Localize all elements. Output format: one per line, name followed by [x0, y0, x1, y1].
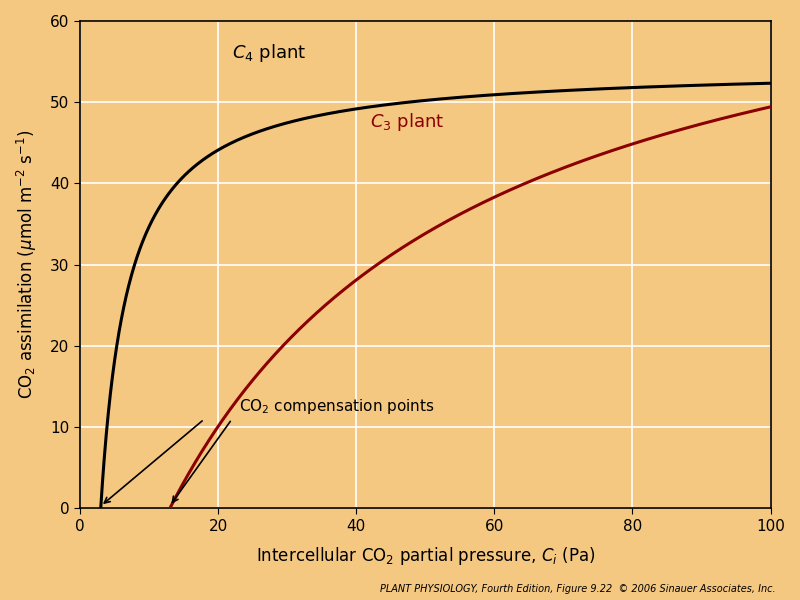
Text: $C_4$ plant: $C_4$ plant: [232, 41, 306, 64]
Y-axis label: CO$_2$ assimilation ($\mu$mol m$^{-2}$ s$^{-1}$): CO$_2$ assimilation ($\mu$mol m$^{-2}$ s…: [15, 130, 39, 400]
Text: CO$_2$ compensation points: CO$_2$ compensation points: [239, 397, 434, 416]
Text: $C_3$ plant: $C_3$ plant: [370, 110, 444, 133]
Text: PLANT PHYSIOLOGY, Fourth Edition, Figure 9.22  © 2006 Sinauer Associates, Inc.: PLANT PHYSIOLOGY, Fourth Edition, Figure…: [380, 584, 776, 594]
X-axis label: Intercellular CO$_2$ partial pressure, $C_i$ (Pa): Intercellular CO$_2$ partial pressure, $…: [255, 545, 595, 567]
